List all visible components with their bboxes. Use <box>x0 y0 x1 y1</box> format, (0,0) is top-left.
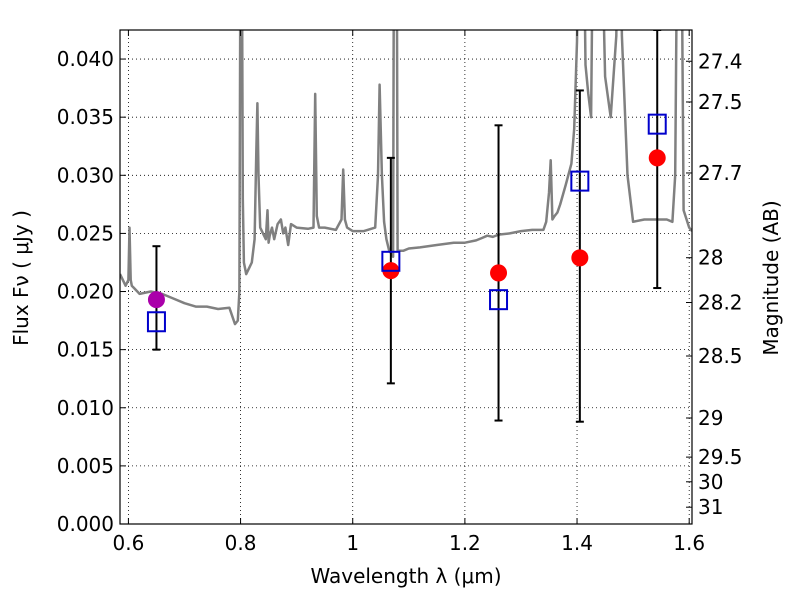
observed-point <box>489 289 509 311</box>
grid <box>120 30 692 525</box>
y-tick-label: 0.010 <box>57 396 114 420</box>
y-tick-label: 0.020 <box>57 280 114 304</box>
observed-point <box>146 311 166 333</box>
axes-frame <box>119 29 693 525</box>
x-tick-label: 1.6 <box>673 531 705 555</box>
y-right-axis-label: Magnitude (AB) <box>759 200 783 355</box>
y-tick-label: 0.000 <box>57 512 114 536</box>
x-tick-label: 1 <box>346 531 359 555</box>
y-tick-label: 0.040 <box>57 47 114 71</box>
ticks: 0.6 0.8 1 1.2 1.4 1.6 0.000 0.005 0.010 0.015 0.02… <box>57 30 743 555</box>
right-tick-label: 28.2 <box>698 291 743 315</box>
y-tick-label: 0.015 <box>57 338 114 362</box>
right-tick-label: 30 <box>698 470 723 494</box>
y-tick-label: 0.035 <box>57 105 114 129</box>
x-tick-label: 1.4 <box>561 531 593 555</box>
x-tick-label: 0.8 <box>225 531 257 555</box>
y-tick-label: 0.030 <box>57 163 114 187</box>
x-axis-label: Wavelength λ (μm) <box>310 564 501 588</box>
x-tick-label: 0.6 <box>113 531 145 555</box>
right-tick-label: 27.7 <box>698 161 743 185</box>
right-tick-label: 28.5 <box>698 344 743 368</box>
right-tick-label: 31 <box>698 495 723 519</box>
model-point <box>147 291 165 309</box>
x-tick-label: 1.2 <box>449 531 481 555</box>
observed-point <box>647 113 667 135</box>
spectrum-line <box>120 30 692 326</box>
model-point <box>571 249 589 267</box>
right-tick-label: 28 <box>698 246 723 270</box>
y-axis-label: Flux Fν ( μJy ) <box>9 210 33 346</box>
right-tick-label: 27.4 <box>698 49 743 73</box>
observed-point <box>381 250 401 272</box>
right-tick-label: 29.5 <box>698 445 743 469</box>
model-point <box>490 264 508 282</box>
right-tick-label: 27.5 <box>698 90 743 114</box>
observed-point <box>570 170 590 192</box>
model-point <box>648 149 666 167</box>
y-tick-label: 0.005 <box>57 454 114 478</box>
y-tick-label: 0.025 <box>57 221 114 245</box>
plot-area <box>120 30 692 423</box>
right-tick-label: 29 <box>698 406 723 430</box>
